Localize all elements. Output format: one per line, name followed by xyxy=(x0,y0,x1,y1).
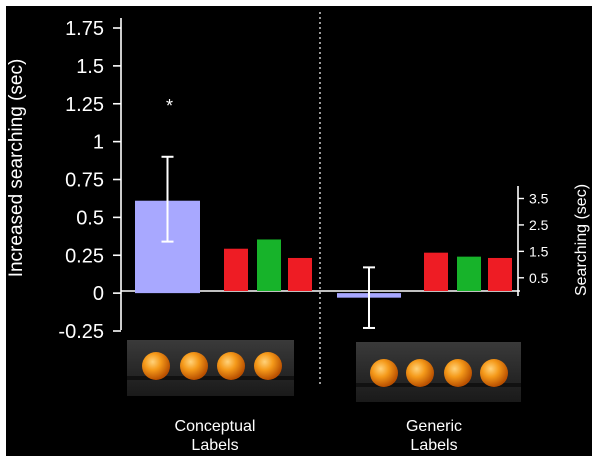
searching-bar xyxy=(457,256,481,291)
group-label-generic-line1: Generic xyxy=(406,418,462,435)
searching-bar xyxy=(224,248,248,291)
orange-ball xyxy=(254,352,282,380)
bars-group: * xyxy=(135,96,512,329)
searching-bar xyxy=(257,239,281,291)
secondary-y-axis-label: Searching (sec) xyxy=(573,184,590,296)
secondary-y-tick-group: 3.5 2.5 1.5 0.5 xyxy=(518,191,549,286)
orange-ball xyxy=(444,359,472,387)
y-tick-label: 0.25 xyxy=(65,245,104,267)
secondary-y-tick-label: 1.5 xyxy=(529,243,549,259)
y-tick-label: 1.75 xyxy=(65,18,104,40)
generic-balls-photo xyxy=(356,342,521,402)
orange-ball xyxy=(142,352,170,380)
orange-ball xyxy=(217,352,245,380)
group-label-generic-line2: Labels xyxy=(410,437,457,454)
y-tick-label: 0.75 xyxy=(65,170,104,192)
y-tick-label: 0 xyxy=(93,283,104,305)
y-tick-label: 1.25 xyxy=(65,94,104,116)
orange-ball xyxy=(180,352,208,380)
orange-ball xyxy=(370,359,398,387)
searching-bar xyxy=(424,252,448,291)
group-label-conceptual-line2: Labels xyxy=(191,437,238,454)
orange-ball xyxy=(406,359,434,387)
searching-bar xyxy=(488,257,512,291)
y-axis-label: Increased searching (sec) xyxy=(6,59,27,278)
y-tick-group: 1.75 1.5 1.25 1 0.75 0.5 0.25 0 -0.25 xyxy=(58,18,121,343)
y-tick-label: -0.25 xyxy=(58,321,104,343)
significance-marker: * xyxy=(166,96,173,116)
orange-ball xyxy=(480,359,508,387)
secondary-y-tick-label: 0.5 xyxy=(529,270,549,286)
searching-bar xyxy=(288,257,312,291)
photo-shelf xyxy=(127,376,294,380)
group-label-conceptual-line1: Conceptual xyxy=(175,418,256,435)
secondary-y-tick-label: 3.5 xyxy=(529,191,549,207)
y-tick-label: 1.5 xyxy=(76,56,104,78)
secondary-y-tick-label: 2.5 xyxy=(529,217,549,233)
conceptual-balls-photo xyxy=(127,340,294,396)
y-tick-label: 0.5 xyxy=(76,207,104,229)
photo-shelf xyxy=(356,383,521,387)
y-tick-label: 1 xyxy=(93,132,104,154)
